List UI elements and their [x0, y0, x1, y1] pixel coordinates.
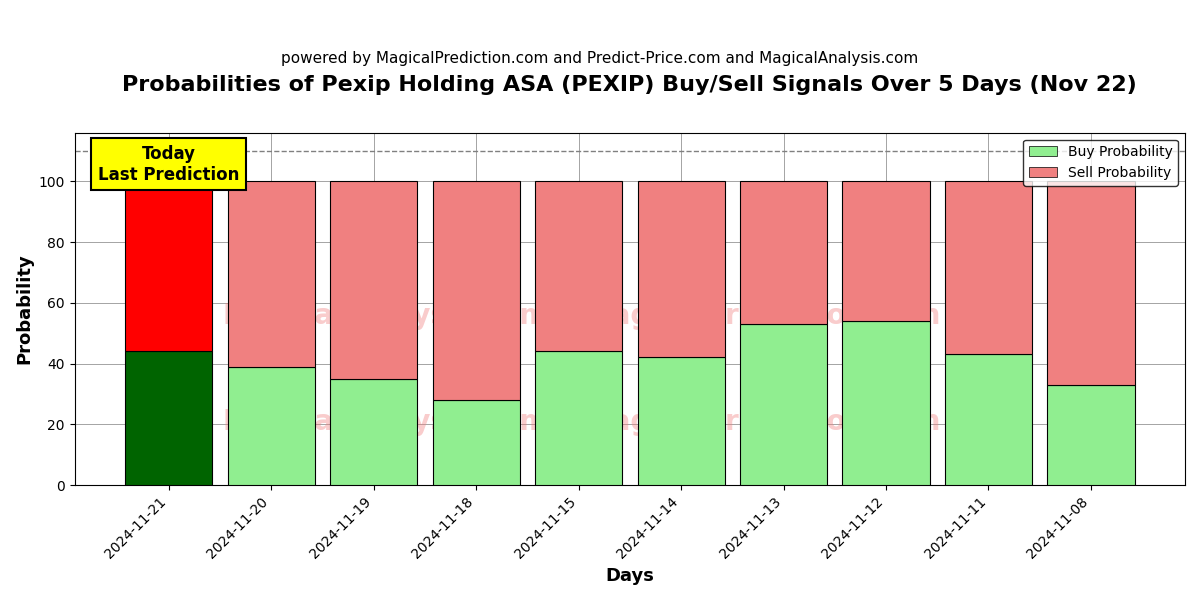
- X-axis label: Days: Days: [605, 567, 654, 585]
- Bar: [637, 181, 725, 358]
- Text: MagicalPrediction.com: MagicalPrediction.com: [584, 302, 941, 330]
- Bar: [944, 181, 1032, 355]
- Bar: [125, 352, 212, 485]
- Bar: [125, 181, 212, 352]
- Bar: [228, 181, 314, 367]
- Bar: [228, 367, 314, 485]
- Text: MagicalAnalysis.com: MagicalAnalysis.com: [222, 302, 548, 330]
- Legend: Buy Probability, Sell Probability: Buy Probability, Sell Probability: [1024, 140, 1178, 185]
- Y-axis label: Probability: Probability: [16, 253, 34, 364]
- Bar: [944, 355, 1032, 485]
- Bar: [1048, 385, 1134, 485]
- Bar: [637, 358, 725, 485]
- Bar: [330, 379, 418, 485]
- Bar: [432, 400, 520, 485]
- Bar: [842, 321, 930, 485]
- Bar: [740, 181, 827, 324]
- Text: Today
Last Prediction: Today Last Prediction: [98, 145, 239, 184]
- Text: powered by MagicalPrediction.com and Predict-Price.com and MagicalAnalysis.com: powered by MagicalPrediction.com and Pre…: [281, 51, 919, 66]
- Bar: [1048, 181, 1134, 385]
- Bar: [535, 181, 622, 352]
- Bar: [535, 352, 622, 485]
- Bar: [842, 181, 930, 321]
- Text: MagicalAnalysis.com: MagicalAnalysis.com: [222, 407, 548, 436]
- Text: MagicalPrediction.com: MagicalPrediction.com: [584, 407, 941, 436]
- Title: Probabilities of Pexip Holding ASA (PEXIP) Buy/Sell Signals Over 5 Days (Nov 22): Probabilities of Pexip Holding ASA (PEXI…: [122, 75, 1138, 95]
- Bar: [330, 181, 418, 379]
- Bar: [740, 324, 827, 485]
- Bar: [432, 181, 520, 400]
